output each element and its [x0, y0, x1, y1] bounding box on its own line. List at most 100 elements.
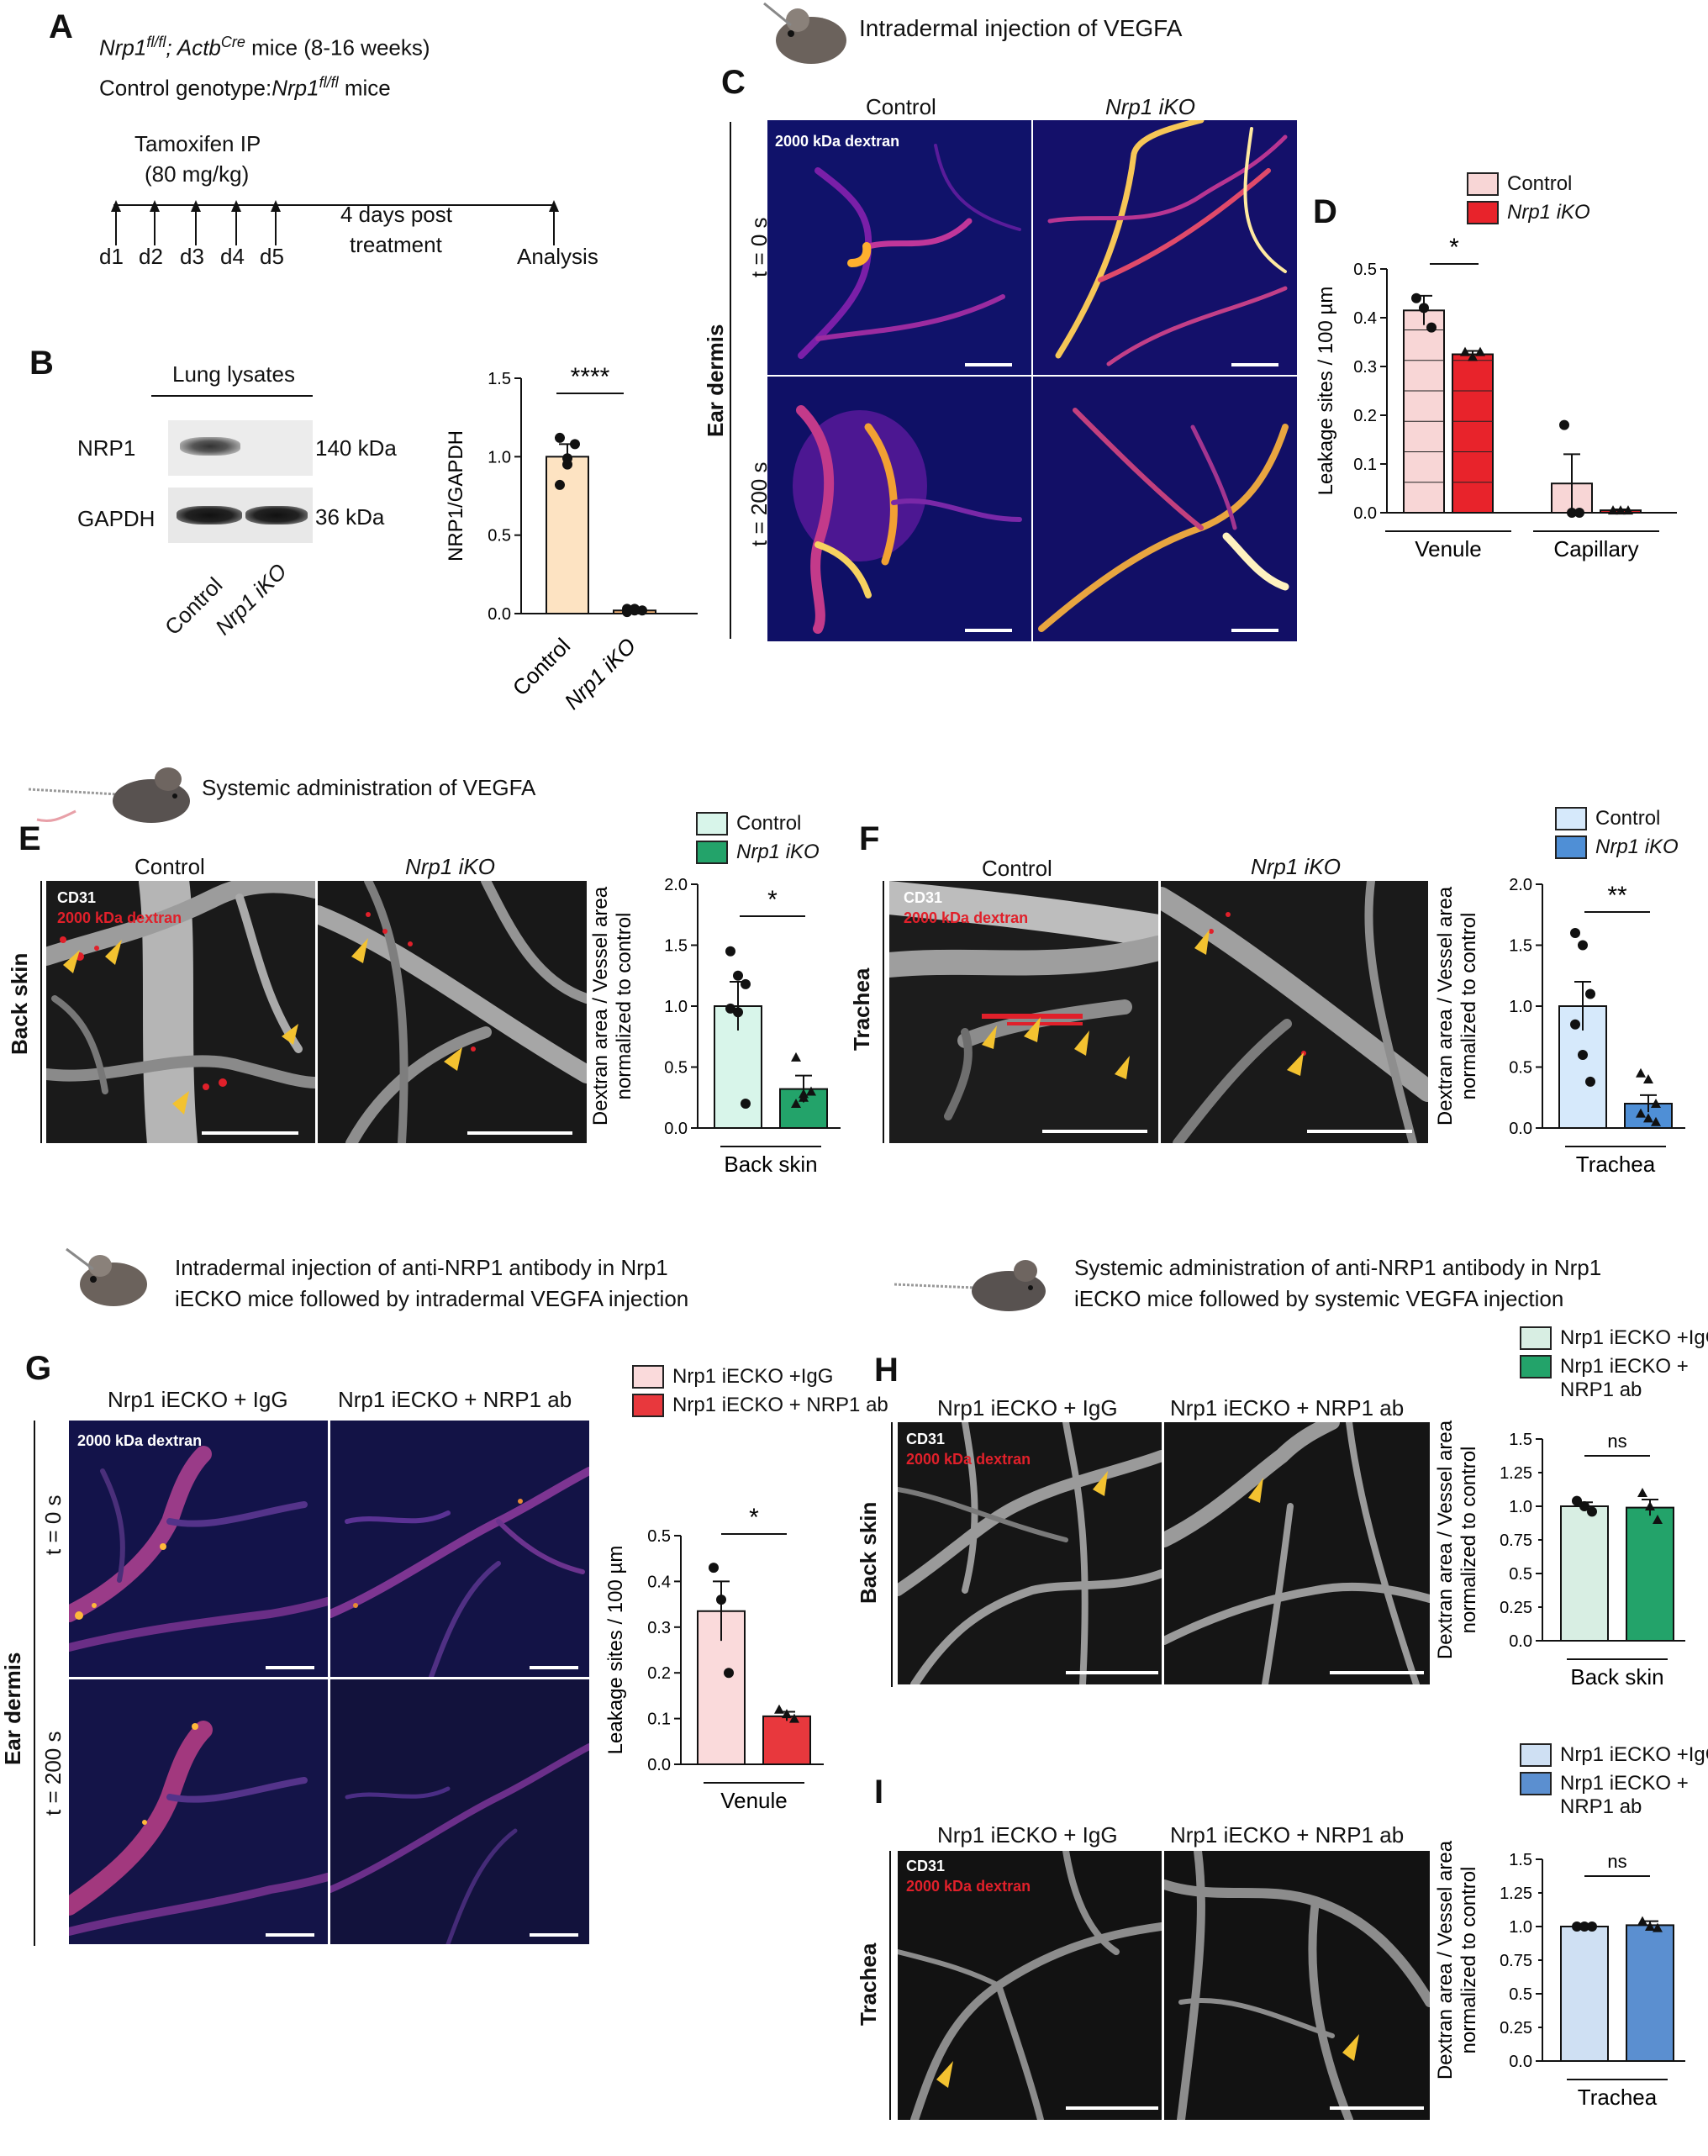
- chart-svg: 0.0 0.5 1.0 1.5 0.25 0.75 1.25 Dextran area / V…: [1434, 1840, 1685, 2110]
- y-tick-label: 0.0: [647, 1756, 671, 1774]
- blot-row-gapdh: GAPDH: [77, 506, 156, 531]
- e-region-line: [40, 881, 42, 1143]
- legend-label: Nrp1 iECKO + NRP1 ab: [672, 1394, 888, 1416]
- y-axis-label: normalized to control: [1458, 1867, 1480, 2054]
- f-legend-ko: Nrp1 iKO: [1555, 836, 1679, 859]
- e-col-control: Control: [134, 854, 205, 879]
- legend-swatch: [1467, 172, 1499, 196]
- data-point: [1559, 419, 1569, 430]
- g-scalebar-3: [266, 1933, 314, 1937]
- header-g-line1: Intradermal injection of anti-NRP1 antib…: [175, 1255, 668, 1280]
- data-point: [791, 1099, 801, 1108]
- c-col-ko: Nrp1 iKO: [1105, 94, 1195, 119]
- legend-swatch: [1555, 807, 1587, 830]
- header-g-line2: iECKO mice followed by intradermal VEGFA…: [175, 1286, 689, 1311]
- significance-label: ns: [1607, 1851, 1626, 1872]
- g-image-igg-t0: [69, 1421, 328, 1677]
- d-legend-control: Control: [1467, 172, 1590, 196]
- data-point: [733, 970, 743, 981]
- panel-label-h: H: [874, 1352, 899, 1389]
- data-point: [1572, 1495, 1582, 1506]
- e-legend-control: Control: [696, 812, 820, 836]
- significance-label: *: [749, 1504, 759, 1531]
- y-tick-label: 0.5: [664, 1059, 688, 1078]
- e-col-ko: Nrp1 iKO: [405, 854, 495, 879]
- bar: [1560, 1926, 1609, 2062]
- y-tick-label: 1.5: [1509, 1851, 1532, 1869]
- legend-label: Nrp1 iECKO + NRP1 ab: [1560, 1355, 1689, 1401]
- category-label: Venule: [720, 1788, 788, 1813]
- timeline-diagram: [111, 200, 559, 245]
- i-overlay-cd31: CD31: [906, 1858, 946, 1874]
- data-point: [1572, 1921, 1582, 1932]
- data-point: [806, 1086, 816, 1096]
- data-point: [1579, 1921, 1589, 1932]
- data-point: [716, 1595, 726, 1605]
- g-image-ab-t0: [330, 1421, 589, 1677]
- g-scalebar-1: [266, 1666, 314, 1669]
- control-genotype-rest: mice: [338, 75, 391, 101]
- i-scalebar-1: [1066, 2106, 1158, 2110]
- legend-swatch: [696, 841, 728, 864]
- day-1: d1: [99, 244, 124, 269]
- kda-36: 36 kDa: [315, 504, 385, 530]
- data-point: [724, 1668, 734, 1679]
- data-point: [782, 1709, 792, 1719]
- y-minor-tick-label: 0.25: [1500, 1599, 1532, 1617]
- data-point: [1585, 1076, 1595, 1087]
- significance-label: **: [1607, 882, 1627, 909]
- f-scalebar-2: [1307, 1130, 1412, 1133]
- y-tick-label: 1.0: [1509, 998, 1532, 1016]
- y-tick-label: 0.2: [647, 1664, 671, 1683]
- legend-swatch: [1520, 1772, 1552, 1795]
- e-overlay-dextran: 2000 kDa dextran: [57, 909, 182, 926]
- gene-name: Nrp1: [99, 34, 147, 61]
- f-image-ko: [1161, 881, 1428, 1143]
- y-axis-label: Leakage sites / 100 µm: [604, 1546, 627, 1755]
- g-region-line: [34, 1421, 35, 1946]
- y-minor-tick-label: 0.25: [1500, 2019, 1532, 2037]
- chart-svg: 0.0 0.5 1.0 1.5 2.0 Dextran area / Vessel are…: [1434, 876, 1685, 1177]
- legend-swatch: [632, 1394, 664, 1417]
- day-4: d4: [220, 244, 245, 269]
- g-legend-igg: Nrp1 iECKO +IgG: [632, 1365, 888, 1389]
- c-image-control-t0: [767, 120, 1031, 375]
- data-point: [1585, 988, 1595, 999]
- data-point: [791, 1052, 801, 1062]
- d-legend: Control Nrp1 iKO: [1467, 172, 1590, 229]
- y-tick-label: 0.3: [1353, 358, 1377, 377]
- y-axis-label: Dextran area / Vessel area: [1434, 1420, 1457, 1659]
- legend-label: Control: [1595, 807, 1661, 830]
- lysate-label: Lung lysates: [172, 361, 295, 387]
- category-label: Capillary: [1553, 536, 1638, 561]
- c-scalebar-2: [1231, 363, 1278, 366]
- h-col-ab: Nrp1 iECKO + NRP1 ab: [1170, 1395, 1405, 1421]
- data-point: [1653, 1922, 1663, 1932]
- data-point: [1587, 1921, 1597, 1932]
- lane-nrp1-ikoo: Nrp1 iKO: [210, 558, 292, 640]
- bar: [1626, 1924, 1674, 2063]
- gene-sup: fl/fl: [146, 34, 166, 50]
- f-image-control: [889, 881, 1158, 1143]
- h-legend-igg: Nrp1 iECKO +IgG: [1520, 1326, 1708, 1350]
- g-scalebar-4: [530, 1933, 578, 1937]
- chart-h-back-skin: 0.0 0.5 1.0 1.5 0.25 0.75 1.25 Dextran area / V…: [1433, 1420, 1685, 1727]
- mouse-icon-intradermal: [761, 0, 853, 71]
- header-h-line2: iECKO mice followed by systemic VEGFA in…: [1074, 1286, 1564, 1311]
- legend-swatch: [1555, 836, 1587, 859]
- g-col-igg: Nrp1 iECKO + IgG: [108, 1387, 288, 1412]
- y-tick-label: 0.5: [1509, 1985, 1532, 2004]
- i-scalebar-2: [1330, 2106, 1424, 2110]
- data-point: [1578, 940, 1588, 951]
- f-legend-control: Control: [1555, 807, 1679, 830]
- y-axis-label: Dextran area / Vessel area: [1434, 1840, 1457, 2080]
- y-tick-label: 1.5: [664, 937, 688, 956]
- data-point: [1653, 1515, 1663, 1524]
- chart-svg: 0.0 0.1 0.2 0.3 0.4 0.5 Leakage sites / 100 µm…: [1315, 234, 1677, 561]
- legend-label: Nrp1 iECKO +IgG: [1560, 1743, 1708, 1766]
- y-tick-label: 1.5: [1509, 937, 1532, 956]
- data-point: [1636, 1108, 1646, 1118]
- analysis-label: Analysis: [517, 244, 598, 269]
- panel-label-a: A: [49, 8, 73, 45]
